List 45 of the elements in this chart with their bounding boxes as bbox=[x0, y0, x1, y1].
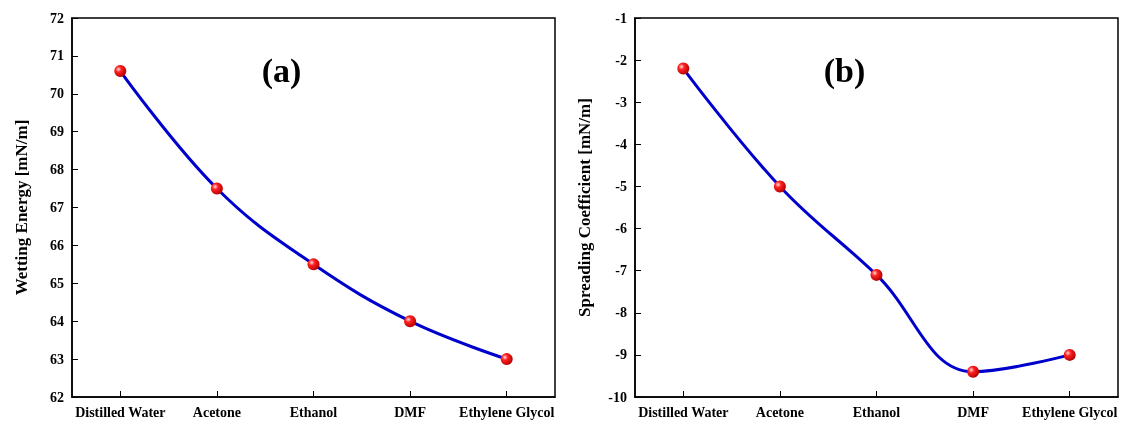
y-tick-label: 69 bbox=[50, 124, 64, 140]
y-tick-label: 64 bbox=[50, 313, 64, 329]
point bbox=[967, 365, 980, 378]
point bbox=[404, 315, 417, 328]
point bbox=[870, 268, 883, 281]
y-tick-label: -7 bbox=[615, 263, 627, 279]
y-tick-label: -6 bbox=[615, 221, 627, 237]
y-tick-label: 63 bbox=[50, 351, 64, 367]
y-tick-label: 66 bbox=[50, 237, 64, 253]
point bbox=[114, 65, 127, 78]
text: (b) bbox=[823, 51, 866, 90]
y-tick-label: -4 bbox=[615, 136, 627, 152]
x-tick-label: Ethylene Glycol bbox=[459, 404, 555, 420]
y-tick-label: -5 bbox=[615, 178, 627, 194]
point bbox=[677, 62, 690, 75]
x-tick-label: Distilled Water bbox=[638, 404, 729, 420]
point bbox=[773, 180, 786, 193]
y-axis-title: Spreading Coefficient [mN/m] bbox=[575, 98, 594, 317]
point bbox=[210, 182, 223, 195]
y-tick-label: 65 bbox=[50, 275, 64, 291]
point bbox=[307, 258, 320, 271]
y-tick-label: 68 bbox=[50, 162, 64, 178]
x-tick-label: Acetone bbox=[192, 404, 241, 420]
y-tick-label: -9 bbox=[615, 347, 627, 363]
x-tick-label: Acetone bbox=[755, 404, 804, 420]
y-tick-label: 71 bbox=[50, 48, 64, 64]
point bbox=[1063, 348, 1076, 361]
x-tick-label: Distilled Water bbox=[75, 404, 166, 420]
y-tick-label: -10 bbox=[608, 389, 627, 405]
text: (a) bbox=[261, 51, 302, 90]
x-tick-label: Ethanol bbox=[852, 404, 901, 420]
y-tick-label: -3 bbox=[615, 94, 627, 110]
x-tick-label: DMF bbox=[394, 404, 427, 420]
y-tick-label: -1 bbox=[615, 10, 627, 26]
x-tick-label: Ethanol bbox=[289, 404, 338, 420]
x-tick-label: Ethylene Glycol bbox=[1022, 404, 1118, 420]
y-tick-label: 72 bbox=[50, 10, 64, 26]
y-tick-label: -2 bbox=[615, 52, 627, 68]
y-tick-label: 70 bbox=[50, 86, 64, 102]
y-tick-label: 67 bbox=[50, 200, 64, 215]
x-tick-label: DMF bbox=[957, 404, 990, 420]
y-tick-label: 62 bbox=[50, 389, 64, 405]
y-tick-label: -8 bbox=[615, 305, 627, 321]
point bbox=[500, 353, 513, 366]
y-axis-title: Wetting Energy [mN/m] bbox=[12, 119, 31, 296]
